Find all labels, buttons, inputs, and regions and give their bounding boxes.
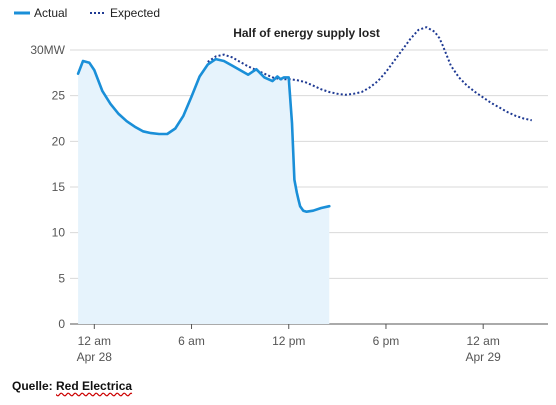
legend-label-expected: Expected xyxy=(110,6,160,20)
source-caption: Quelle: Red Electrica xyxy=(12,379,132,393)
y-tick-label: 15 xyxy=(52,180,66,194)
x-tick-label: 6 am xyxy=(178,334,205,348)
y-tick-label: 5 xyxy=(58,271,65,285)
x-tick-sublabel: Apr 29 xyxy=(466,350,502,364)
x-tick-label: 12 pm xyxy=(272,334,305,348)
x-tick-sublabel: Apr 28 xyxy=(77,350,113,364)
x-tick-label: 12 am xyxy=(467,334,500,348)
legend: Actual Expected xyxy=(14,6,160,20)
y-tick-label: 0 xyxy=(58,317,65,331)
x-tick-label: 12 am xyxy=(78,334,111,348)
y-tick-label: 25 xyxy=(52,89,66,103)
actual-area xyxy=(78,59,330,324)
expected-series-line xyxy=(207,26,533,122)
source-name: Red Electrica xyxy=(56,379,133,393)
y-tick-label: 30MW xyxy=(30,43,65,57)
source-prefix: Quelle: xyxy=(12,379,57,393)
y-tick-label: 10 xyxy=(52,226,66,240)
annotation-label: Half of energy supply lost xyxy=(233,26,380,40)
plot-area: 0 5 10 15 20 25 30MW 12 am Apr 28 6 am 12 pm 6 pm 12… xyxy=(30,26,548,364)
actual-series-line xyxy=(76,57,331,213)
y-tick-label: 20 xyxy=(52,134,66,148)
legend-label-actual: Actual xyxy=(34,6,67,20)
x-tick-label: 6 pm xyxy=(373,334,400,348)
